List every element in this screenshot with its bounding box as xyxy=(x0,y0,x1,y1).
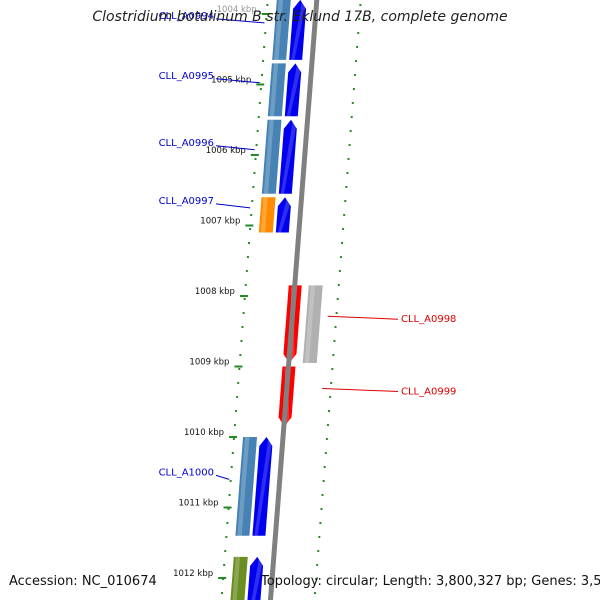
cds-arrow-shade xyxy=(291,0,306,60)
cog-bar xyxy=(230,556,248,600)
feature-label: CLL_A0996 xyxy=(159,138,214,149)
cds-arrow-shade xyxy=(280,119,297,194)
summary-text: Topology: circular; Length: 3,800,327 bp… xyxy=(261,574,600,589)
cds-arrow xyxy=(247,556,264,600)
kbp-label: 1007 kbp xyxy=(200,217,240,227)
cog-bar-shade xyxy=(304,285,316,363)
cog-bar-shade xyxy=(263,119,274,194)
feature-label: CLL_A1000 xyxy=(159,467,214,478)
cog-bar xyxy=(267,63,286,117)
kbp-label: 1008 kbp xyxy=(195,287,235,297)
cog-bar xyxy=(272,0,291,60)
kbp-label: 1010 kbp xyxy=(184,428,224,438)
feature-label: CLL_A0995 xyxy=(159,71,214,82)
label-leader xyxy=(215,78,260,84)
cog-bar xyxy=(235,437,258,536)
feature-label: CLL_A0998 xyxy=(401,314,456,325)
cds-arrow-shade xyxy=(251,556,263,600)
cog-bar-shade xyxy=(232,556,241,600)
outer-dotted-guide xyxy=(220,3,269,595)
kbp-label: 1009 kbp xyxy=(189,358,229,368)
cds-arrow xyxy=(289,0,307,60)
feature-label: CLL_A0999 xyxy=(401,386,456,397)
map-title: Clostridium botulinum B str. Eklund 17B,… xyxy=(92,9,508,25)
cog-bar-shade xyxy=(269,63,279,117)
feature-labels: CLL_A0994 CLL_A0995 CLL_A0996 CLL_A0997 CLL_… xyxy=(159,11,456,480)
label-leader xyxy=(215,203,251,209)
cog-bar xyxy=(261,119,282,194)
accession-text: Accession: NC_010674 xyxy=(9,574,157,589)
cog-bar-shade xyxy=(260,197,268,233)
label-leader xyxy=(215,18,265,24)
feature-label: CLL_A0997 xyxy=(159,196,214,207)
kbp-label: 1011 kbp xyxy=(179,499,219,509)
cds-arrow xyxy=(252,437,273,536)
label-leader xyxy=(327,315,399,320)
cds-arrow-shade xyxy=(286,63,301,117)
label-leader xyxy=(215,145,255,151)
feature-label: CLL_A0994 xyxy=(159,11,214,22)
cds-arrow-shade xyxy=(254,437,272,536)
genome-backbone xyxy=(267,0,320,600)
label-leader xyxy=(322,387,399,392)
kbp-label: 1006 kbp xyxy=(206,146,246,156)
cog-track xyxy=(230,0,323,600)
cds-arrow xyxy=(284,63,302,117)
cds-arrow xyxy=(278,119,297,194)
label-leader xyxy=(215,474,230,480)
cog-bar-shade xyxy=(237,437,250,536)
cds-arrow-shade xyxy=(277,197,291,233)
kbp-label: 1012 kbp xyxy=(173,569,213,579)
inner-dotted-guide xyxy=(313,3,362,595)
cog-bar-shade xyxy=(274,0,284,60)
cog-bar xyxy=(258,197,276,233)
kbp-label: 1004 kbp xyxy=(217,5,257,15)
cds-arrow xyxy=(275,197,291,233)
cog-bar xyxy=(302,285,323,363)
